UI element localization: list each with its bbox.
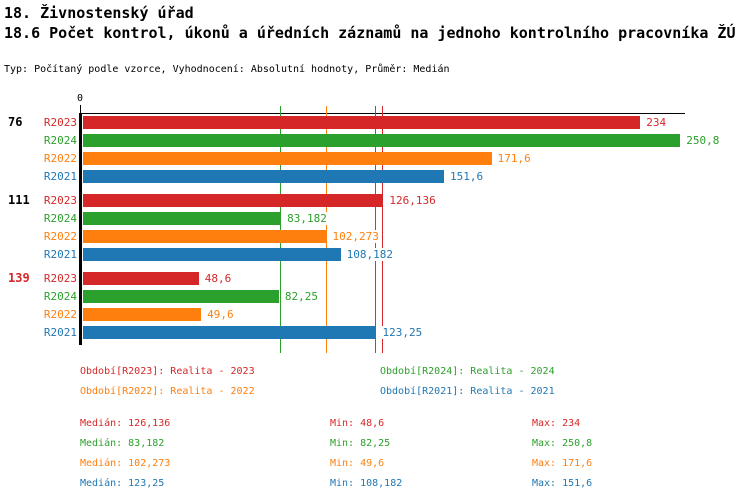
bar-r2024 xyxy=(83,290,279,303)
bar-r2024 xyxy=(83,134,681,147)
bar-value-label: 83,182 xyxy=(285,212,329,225)
bar-value-label: 126,136 xyxy=(387,194,438,207)
bar-value-label: 123,25 xyxy=(380,326,425,339)
median-line-r2024 xyxy=(280,106,282,353)
x-axis-zero-label: 0 xyxy=(77,93,84,104)
legend-item-r2024: Období[R2024]: Realita - 2024 xyxy=(380,366,555,377)
stat-max: Max: 151,6 xyxy=(532,478,593,489)
stat-max: Max: 250,8 xyxy=(532,438,593,449)
stat-min: Min: 108,182 xyxy=(330,478,403,489)
stat-median: Medián: 83,182 xyxy=(80,438,165,449)
bar-chart: 0 76 R2023 234 R2024 250,8 R2022 171,6 R2021 151… xyxy=(8,93,722,353)
bar-value-label: 171,6 xyxy=(495,152,533,165)
median-line-r2021 xyxy=(375,106,377,353)
row-label-r2022: R2022 xyxy=(43,230,77,243)
row-label-r2021: R2021 xyxy=(43,326,77,339)
stat-max: Max: 171,6 xyxy=(532,458,593,469)
stat-median: Medián: 123,25 xyxy=(80,478,165,489)
group-label: 111 xyxy=(8,193,30,207)
row-label-r2024: R2024 xyxy=(43,212,77,225)
row-label-r2024: R2024 xyxy=(43,290,77,303)
stats-row-r2021: Medián: 123,25 Min: 108,182 Max: 151,6 xyxy=(80,474,592,494)
bar-value-label: 151,6 xyxy=(448,170,486,183)
bar-value-label: 102,273 xyxy=(330,230,381,243)
stat-min: Min: 48,6 xyxy=(330,418,385,429)
report-subtitle: 18.6 Počet kontrol, úkonů a úředních záz… xyxy=(4,24,736,42)
row-label-r2021: R2021 xyxy=(43,248,77,261)
stats-row-r2022: Medián: 102,273 Min: 49,6 Max: 171,6 xyxy=(80,454,592,474)
legend-item-r2022: Období[R2022]: Realita - 2022 xyxy=(80,386,255,397)
row-label-r2022: R2022 xyxy=(43,308,77,321)
bar-value-label: 48,6 xyxy=(202,272,234,285)
report-meta-line: Typ: Počítaný podle vzorce, Vyhodnocení:… xyxy=(4,64,450,75)
bar-r2022 xyxy=(83,152,492,165)
bar-value-label: 108,182 xyxy=(344,248,395,261)
row-label-r2023: R2023 xyxy=(43,116,77,129)
bar-r2021 xyxy=(83,170,444,183)
row-label-r2021: R2021 xyxy=(43,170,77,183)
report-title: 18. Živnostenský úřad xyxy=(4,4,194,22)
row-label-r2023: R2023 xyxy=(43,194,77,207)
y-axis-line xyxy=(79,113,82,345)
stat-min: Min: 82,25 xyxy=(330,438,391,449)
row-label-r2024: R2024 xyxy=(43,134,77,147)
stats-row-r2023: Medián: 126,136 Min: 48,6 Max: 234 xyxy=(80,414,592,434)
bar-r2023 xyxy=(83,272,199,285)
x-axis-tick xyxy=(80,105,81,113)
bar-r2024 xyxy=(83,212,282,225)
bar-value-label: 250,8 xyxy=(684,134,722,147)
row-label-r2023: R2023 xyxy=(43,272,77,285)
median-line-r2022 xyxy=(325,106,327,353)
stat-max: Max: 234 xyxy=(532,418,581,429)
bar-r2023 xyxy=(83,116,641,129)
bar-r2022 xyxy=(83,230,327,243)
legend: Období[R2023]: Realita - 2023 Období[R202… xyxy=(80,362,555,402)
bar-r2021 xyxy=(83,326,377,339)
bar-r2022 xyxy=(83,308,202,321)
bar-value-label: 49,6 xyxy=(205,308,236,321)
stats-row-r2024: Medián: 83,182 Min: 82,25 Max: 250,8 xyxy=(80,434,592,454)
stat-median: Medián: 102,273 xyxy=(80,458,171,469)
median-line-r2023 xyxy=(382,106,384,353)
bar-r2021 xyxy=(83,248,341,261)
bar-value-label: 234 xyxy=(644,116,669,129)
stats-table: Medián: 126,136 Min: 48,6 Max: 234 Medián: … xyxy=(80,414,592,494)
row-label-r2022: R2022 xyxy=(43,152,77,165)
bar-value-label: 82,25 xyxy=(282,290,320,303)
legend-item-r2023: Období[R2023]: Realita - 2023 xyxy=(80,366,255,377)
group-label: 139 xyxy=(8,271,30,285)
bar-r2023 xyxy=(83,194,384,207)
legend-item-r2021: Období[R2021]: Realita - 2021 xyxy=(380,386,555,397)
stat-median: Medián: 126,136 xyxy=(80,418,171,429)
group-label: 76 xyxy=(8,115,23,129)
stat-min: Min: 49,6 xyxy=(330,458,385,469)
